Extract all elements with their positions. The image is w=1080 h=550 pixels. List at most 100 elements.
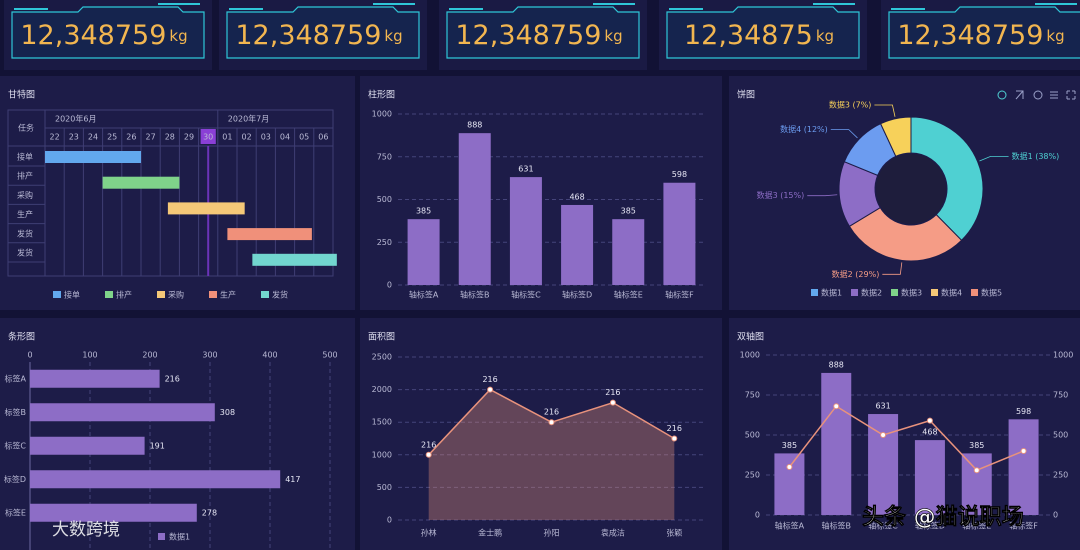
info-icon[interactable] — [997, 90, 1007, 100]
kpi-value: 12,348759 — [455, 20, 601, 51]
x-tick-label: 300 — [202, 351, 217, 360]
value-label: 598 — [672, 170, 687, 179]
x-tick-label: 轴标签E — [962, 521, 991, 531]
fullscreen-icon[interactable] — [1066, 90, 1076, 100]
kpi-frame — [666, 6, 860, 59]
kpi-value: 12,348759 — [897, 20, 1043, 51]
point — [833, 403, 840, 410]
chart-title: 条形图 — [8, 331, 35, 343]
y-tick-label: 500 — [377, 195, 392, 204]
point-label: 216 — [544, 408, 559, 417]
y2-tick-label: 750 — [1053, 391, 1068, 400]
gantt-day: 04 — [280, 133, 290, 142]
bar — [30, 403, 215, 422]
legend-swatch — [53, 291, 61, 298]
zoom-icon[interactable] — [1015, 90, 1024, 100]
pie-slice — [848, 206, 963, 262]
kpi-accent — [229, 3, 415, 10]
value-label: 888 — [829, 360, 844, 369]
x-tick-label: 400 — [262, 351, 277, 360]
bar — [30, 436, 145, 455]
kpi-frame — [888, 6, 1080, 59]
gantt-day: 25 — [107, 133, 117, 142]
legend-swatch — [891, 289, 898, 296]
gantt-day: 24 — [88, 133, 98, 142]
x-tick-label: 轴标签A — [409, 290, 439, 300]
point — [786, 464, 793, 470]
gantt-row-label: 排产 — [17, 171, 33, 181]
gantt-day: 06 — [318, 133, 328, 142]
kpi-frame — [11, 6, 205, 59]
y-tick-label: 标签E — [5, 507, 26, 517]
legend-swatch — [209, 291, 217, 298]
legend-label: 发货 — [272, 290, 288, 300]
legend-label: 数据1 — [821, 288, 842, 298]
bar — [821, 372, 852, 515]
slice-label: 数据2 (29%) — [832, 269, 880, 279]
value-label: 278 — [202, 508, 217, 517]
gantt-day: 02 — [242, 133, 252, 142]
y-tick-label: 标签D — [4, 474, 26, 484]
value-label: 631 — [518, 165, 533, 174]
bar — [663, 182, 696, 285]
gantt-row-label: 采购 — [17, 190, 33, 200]
point-label: 216 — [482, 375, 497, 384]
legend-label: 数据2 — [861, 288, 882, 298]
chart-title: 甘特图 — [8, 89, 35, 101]
point — [548, 419, 555, 426]
gantt-day: 23 — [69, 133, 79, 142]
gantt-month: 2020年6月 — [55, 114, 96, 124]
value-label: 191 — [150, 441, 165, 450]
y-tick-label: 2000 — [372, 385, 392, 394]
point — [425, 451, 432, 458]
y-tick-label: 500 — [377, 483, 392, 492]
gantt-day: 28 — [165, 133, 175, 142]
legend-label: 排产 — [116, 290, 132, 300]
legend-label: 数据1 — [169, 532, 190, 542]
leader-line — [882, 262, 903, 275]
legend-swatch — [931, 289, 938, 296]
y2-tick-label: 250 — [1053, 471, 1068, 480]
y-tick-label: 1000 — [372, 450, 392, 459]
legend-label: 数据5 — [981, 288, 1002, 298]
bar — [407, 219, 440, 285]
x-tick-label: 0 — [27, 351, 32, 360]
chart-title: 双轴图 — [737, 331, 764, 343]
leader-line — [979, 155, 1009, 162]
x-tick-label: 轴标签A — [775, 521, 805, 531]
line — [788, 405, 1024, 472]
legend-swatch — [851, 289, 858, 296]
y-tick-label: 0 — [755, 511, 760, 520]
legend-swatch — [811, 289, 818, 296]
value-label: 385 — [416, 207, 431, 216]
sort-icon[interactable] — [1050, 91, 1058, 99]
gantt-day: 22 — [50, 133, 60, 142]
legend-label: 生产 — [220, 290, 236, 300]
kpi-text: 12,348759 kg — [455, 20, 622, 51]
panel — [0, 76, 355, 310]
legend-label: 数据3 — [901, 288, 922, 298]
kpi-accent — [891, 3, 1077, 10]
y-tick-label: 750 — [745, 391, 760, 400]
leader-line — [830, 129, 858, 139]
y2-tick-label: 500 — [1053, 431, 1068, 440]
chart-title: 柱形图 — [368, 89, 395, 101]
x-tick-label: 轴标签D — [915, 521, 945, 531]
gantt-day: 26 — [126, 133, 136, 142]
value-label: 417 — [285, 475, 300, 484]
gantt-day: 30 — [203, 133, 213, 142]
slice-label: 数据3 (15%) — [757, 190, 805, 200]
x-tick-label: 金士鹏 — [478, 528, 502, 538]
gantt-day: 03 — [261, 133, 271, 142]
gantt-month: 2020年7月 — [228, 114, 269, 124]
refresh-icon[interactable] — [1033, 90, 1043, 100]
kpi-accent — [449, 3, 635, 10]
y-tick-label: 标签B — [5, 407, 27, 417]
pie-slice — [910, 116, 984, 242]
legend-swatch — [157, 291, 165, 298]
gantt-bar — [227, 228, 312, 241]
legend-swatch — [158, 533, 165, 540]
kpi-unit: kg — [1046, 27, 1064, 45]
chart-title: 饼图 — [737, 89, 755, 101]
